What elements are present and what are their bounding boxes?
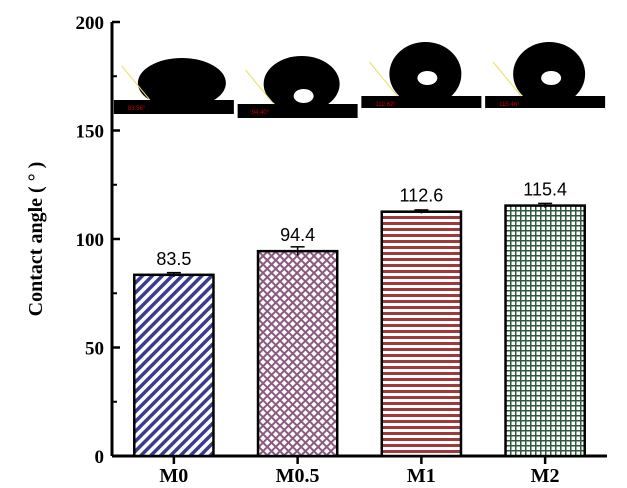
droplet-reflection <box>485 108 606 112</box>
droplet-angle-label: 115.46° <box>499 102 520 108</box>
data-label: 115.4 <box>523 180 567 200</box>
droplet-angle-label: 112.62° <box>375 102 396 108</box>
x-tick-label: M2 <box>531 465 560 487</box>
x-tick-label: M0.5 <box>276 465 320 487</box>
data-label: 112.6 <box>400 186 444 206</box>
tangent-line <box>492 61 522 97</box>
x-ticks: M0 M0.5 M1 M2 <box>159 456 560 487</box>
data-label: 94.4 <box>280 225 315 245</box>
y-tick-label: 150 <box>76 122 105 143</box>
droplet-body <box>137 58 226 108</box>
y-tick-label: 0 <box>95 447 105 468</box>
y-tick-label: 100 <box>76 230 105 251</box>
bar-m2 <box>504 204 586 458</box>
bar-m1 <box>380 210 463 458</box>
x-tick-label: M1 <box>407 465 436 487</box>
tangent-line <box>245 69 275 105</box>
droplet-reflection <box>361 108 482 112</box>
bar-m0 <box>133 273 215 458</box>
x-tick-label: M0 <box>159 465 188 487</box>
bar-m0-5 <box>256 249 339 458</box>
y-axis-label: Contact angle ( ° ) <box>25 162 47 317</box>
droplet-body <box>263 56 340 112</box>
droplet-highlight <box>417 71 438 85</box>
data-label: 83.5 <box>156 249 191 269</box>
y-ticks: 0 50 100 150 200 <box>76 13 120 468</box>
droplet-angle-label: 94.40° <box>252 110 270 116</box>
droplet-angle-label: 83.56° <box>128 106 146 112</box>
y-tick-label: 50 <box>85 339 104 360</box>
bars: 83.5 94.4 112.6 115.4 <box>133 180 586 458</box>
droplet-images: 83.56° 94.40° 112.62° 115.46° <box>113 42 606 118</box>
droplet-highlight <box>293 89 314 103</box>
droplet-image: 115.46° <box>485 42 606 112</box>
tangent-line <box>121 65 151 101</box>
droplet-image: 83.56° <box>113 58 234 114</box>
tangent-line <box>368 61 398 97</box>
droplet-highlight <box>541 71 562 85</box>
y-tick-label: 200 <box>76 13 105 34</box>
droplet-image: 94.40° <box>237 56 358 118</box>
droplet-image: 112.62° <box>361 42 482 112</box>
